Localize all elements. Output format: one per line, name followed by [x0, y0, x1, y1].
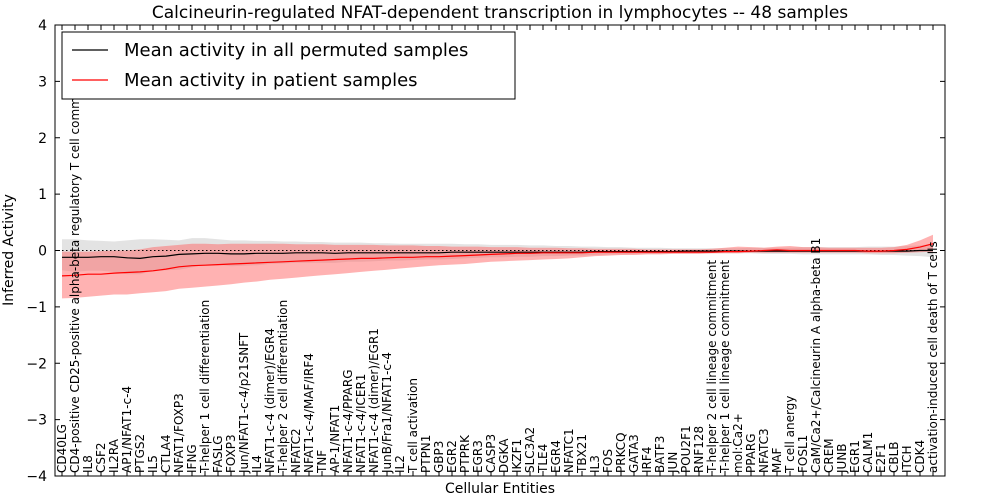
x-tick-label: TLE4: [536, 444, 550, 474]
chart-title: Calcineurin-regulated NFAT-dependent tra…: [152, 3, 848, 23]
x-tick-label: IL2RA: [107, 438, 121, 473]
x-tick-label: PRKCQ: [614, 432, 628, 473]
y-tick-label: −4: [26, 469, 47, 485]
x-tick-label: FOSL1: [796, 435, 810, 473]
x-tick-label: NFATC1: [562, 428, 576, 473]
x-tick-label: NFAT1/FOXP3: [172, 393, 186, 473]
legend-label: Mean activity in all permuted samples: [124, 40, 468, 61]
x-tick-label: GBP3: [432, 441, 446, 473]
plot-area: 4 3 2 1 0 −1 −2 −3 −4 CD40LG CD4-positive CD25-pos…: [26, 18, 945, 485]
x-tick-label: EGR2: [445, 440, 459, 473]
x-tick-label: IKZF1: [510, 439, 524, 473]
y-tick-label: 1: [38, 187, 47, 203]
x-tick-label: NFAT1-c-4 (dimer)/EGR1: [367, 328, 381, 473]
chart: Calcineurin-regulated NFAT-dependent tra…: [0, 0, 1000, 500]
x-tick-label: T-helper 2 cell differentiation: [276, 300, 290, 474]
x-tick-label: FOXP3: [224, 434, 238, 473]
x-tick-label: CD40LG: [55, 424, 69, 473]
y-tick-label: 3: [38, 74, 47, 90]
x-tick-label: FASLG: [211, 435, 225, 473]
x-tick-label: JUNB: [835, 443, 849, 474]
x-tick-label: NFATC3: [757, 428, 771, 473]
x-tick-label: SLC3A2: [523, 427, 537, 473]
x-tick-label: PTPN1: [419, 435, 433, 473]
x-tick-label: IL3: [588, 455, 602, 473]
x-tick-label: DGKA: [497, 438, 511, 473]
x-tick-label: CD4-positive CD25-positive alpha-beta re…: [68, 57, 82, 473]
x-tick-label: GATA3: [627, 434, 641, 473]
x-tick-label: FOS: [601, 449, 615, 473]
x-tick-label: CDK4: [913, 440, 927, 473]
x-tick-label: TNF: [315, 450, 329, 474]
x-tick-label: mol:Ca2+: [731, 413, 745, 473]
x-tick-label: NFATC2: [289, 428, 303, 473]
x-tick-label: NFAT1-c-4/MAF/IRF4: [302, 353, 316, 473]
x-tick-label: BATF3: [653, 436, 667, 473]
x-tick-label: T-helper 1 cell lineage commitment: [718, 260, 732, 474]
x-tick-label: CSF2: [94, 442, 108, 473]
x-tick-label: POU2F1: [679, 425, 693, 473]
x-tick-label: EGR1: [848, 440, 862, 473]
x-tick-label: NFAT1-c-4/PPARG: [341, 369, 355, 473]
x-tick-label: IFNG: [185, 444, 199, 473]
x-tick-label: CaM/Ca2+/Calcineurin A alpha-beta B1: [809, 238, 823, 473]
x-tick-label: Jun/NFAT1-c-4/p21SNFT: [237, 332, 251, 474]
x-tick-label: CREM: [822, 438, 836, 473]
x-tick-label: CTLA4: [159, 434, 173, 473]
y-tick-label: −3: [26, 413, 47, 429]
x-tick-label: PTPRK: [458, 434, 472, 473]
x-tick-label: PTGS2: [133, 434, 147, 473]
y-tick-label: 2: [38, 131, 47, 147]
x-tick-label: RNF128: [692, 426, 706, 473]
x-tick-label: T-helper 2 cell lineage commitment: [705, 260, 719, 474]
y-axis-label: Inferred Activity: [1, 194, 17, 306]
x-tick-label: CBLB: [887, 441, 901, 473]
x-tick-label: IL4: [250, 455, 264, 473]
x-tick-label: AP1/NFAT1-c-4: [120, 386, 134, 473]
x-tick-label: IL8: [81, 455, 95, 473]
band-patient: [62, 235, 933, 299]
x-axis-label: Cellular Entities: [445, 481, 555, 497]
x-tick-label: T cell activation: [406, 378, 420, 474]
x-tick-label: T-helper 1 cell differentiation: [198, 300, 212, 474]
x-tick-label: IL5: [146, 455, 160, 473]
y-tick-label: −1: [26, 300, 47, 316]
x-tick-label: IL2: [393, 455, 407, 473]
x-tick-label: JunB/Fra1/NFAT1-c-4: [380, 352, 394, 474]
x-tick-label: CASP3: [484, 434, 498, 473]
x-tick-label: T cell anergy: [783, 396, 797, 474]
x-tick-label: NFAT1-c-4/ICER1: [354, 374, 368, 473]
legend-label: Mean activity in patient samples: [124, 70, 418, 91]
x-tick-label: ITCH: [900, 445, 914, 473]
y-tick-label: −2: [26, 356, 47, 372]
x-tick-label: EGR4: [549, 440, 563, 473]
x-tick-label: JUN: [666, 452, 680, 474]
x-tick-label: NFAT1-c-4 (dimer)/EGR4: [263, 328, 277, 473]
x-tick-label: EGR3: [471, 440, 485, 473]
x-tick-label: TBX21: [575, 434, 589, 474]
y-tick-label: 0: [38, 244, 47, 260]
x-tick-label: MAF: [770, 447, 784, 473]
y-tick-label: 4: [38, 18, 47, 34]
x-tick-label: IRF4: [640, 447, 654, 473]
x-tick-label: AP-1/NFAT1: [328, 405, 342, 473]
x-tick-label: CALM1: [861, 432, 875, 473]
x-tick-label: activation-induced cell death of T cells: [926, 241, 940, 473]
x-tick-label: E2F1: [874, 443, 888, 473]
x-tick-label: PPARG: [744, 433, 758, 473]
